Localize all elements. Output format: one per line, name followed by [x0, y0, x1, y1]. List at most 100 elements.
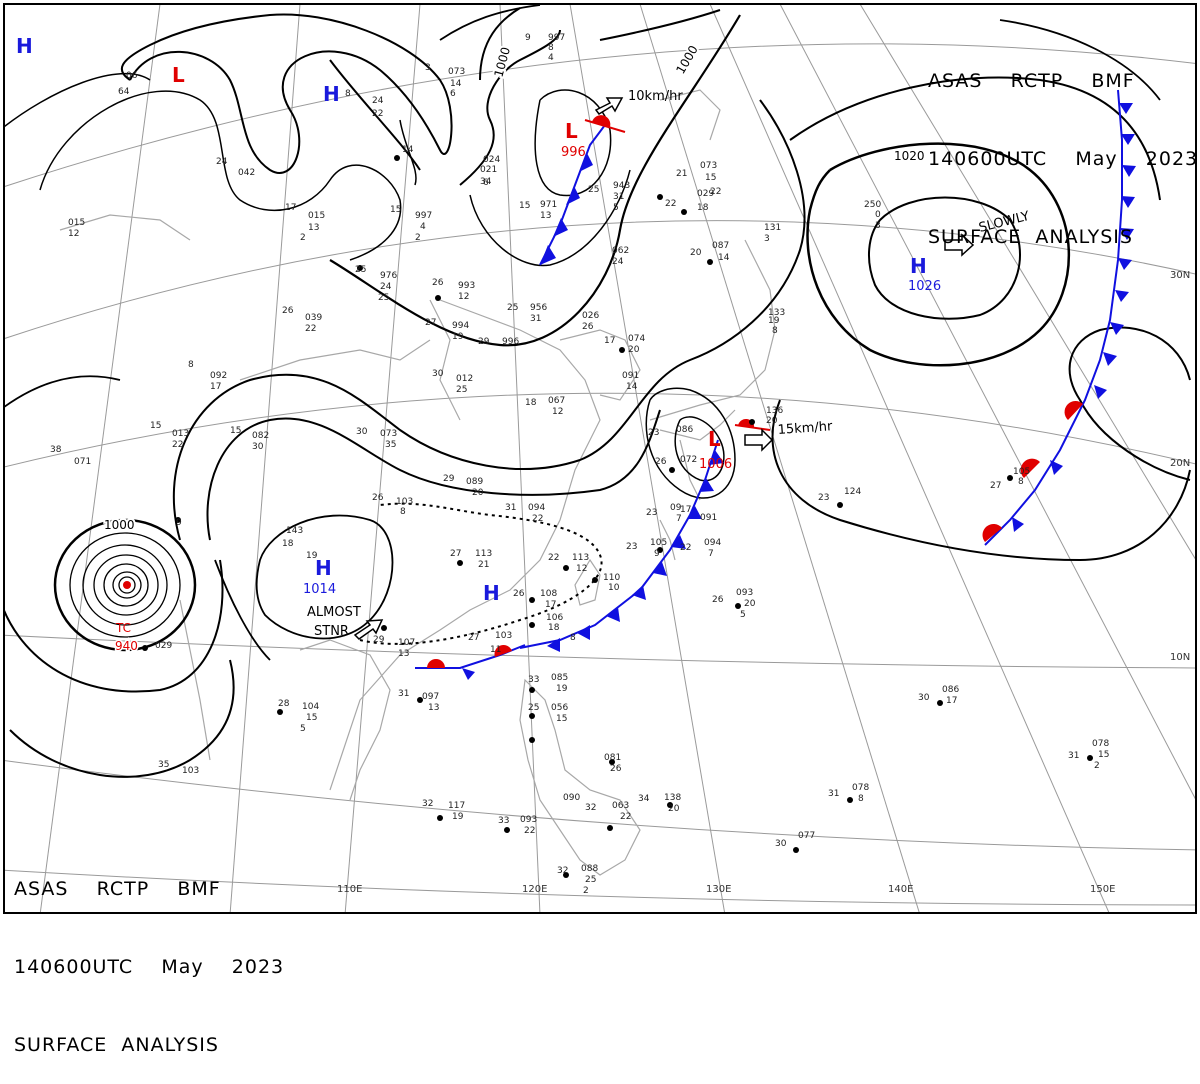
station-value: 22: [372, 109, 383, 119]
station-value: 073: [448, 67, 465, 77]
motion-arrows: [353, 97, 975, 640]
coastlines: [59, 89, 776, 876]
low-pressure-north: 996: [561, 145, 586, 160]
station-value: 094: [704, 538, 721, 548]
station-value: 077: [798, 831, 815, 841]
station-value: 107: [398, 638, 415, 648]
station-value: 30: [252, 442, 264, 452]
station-value: 103: [396, 497, 413, 507]
station-value: 24: [612, 257, 624, 267]
station-value: 091: [622, 371, 639, 381]
station-value: 14: [626, 382, 638, 392]
station-value: 12: [68, 229, 79, 239]
station-value: 094: [528, 503, 545, 513]
station-value: 4: [548, 53, 554, 63]
title-block-bottom: ASAS RCTP BMF 140600UTC May 2023 SURFACE…: [14, 824, 284, 1084]
station-value: 33: [528, 675, 539, 685]
high-pressure-pacific: 1026: [908, 279, 941, 294]
station-value: 8: [188, 360, 194, 370]
station-value: 015: [308, 211, 325, 221]
station-value: 20: [472, 488, 484, 498]
station-value: 8: [400, 507, 406, 517]
station-value: 22: [305, 324, 316, 334]
station-value: 22: [665, 199, 676, 209]
station-value: 093: [520, 815, 537, 825]
station-value: 3: [764, 234, 770, 244]
station-value: 25: [588, 185, 599, 195]
station-value: 21: [676, 169, 687, 179]
station-value: 31: [505, 503, 516, 513]
station-value: 091: [700, 513, 717, 523]
station-value: 029: [155, 641, 172, 651]
station-value: 31: [530, 314, 541, 324]
station-value: 27: [450, 549, 461, 559]
typhoon-center: TC 940: [114, 581, 139, 655]
station-value: 143: [286, 526, 303, 536]
station-value: 15: [230, 426, 241, 436]
station-value: 30: [918, 693, 930, 703]
cold-front-east: [982, 89, 1136, 546]
station-value: 078: [1092, 739, 1109, 749]
trough-line: [359, 502, 603, 645]
station-value: 13: [308, 223, 319, 233]
station-value: 23: [818, 493, 829, 503]
station-value: 31: [398, 689, 409, 699]
station-value: 087: [712, 241, 729, 251]
station-value: 31: [828, 789, 839, 799]
station-value: 082: [252, 431, 269, 441]
station-value: 089: [466, 477, 483, 487]
title-line-agency: ASAS RCTP BMF: [14, 878, 221, 900]
station-value: 13: [540, 211, 551, 221]
station-value: 8: [858, 794, 864, 804]
station-value: 093: [736, 588, 753, 598]
station-value: 6: [483, 178, 489, 188]
station-value: 5: [300, 724, 306, 734]
station-value: 21: [478, 560, 489, 570]
station-value: 250: [864, 200, 881, 210]
lat-label-30n: 30N: [1170, 270, 1190, 281]
station-value: 20: [668, 804, 680, 814]
station-value: 012: [456, 374, 473, 384]
station-value: 0: [875, 210, 881, 220]
lon-label-110e: 110E: [337, 884, 362, 895]
station-value: 15: [705, 173, 716, 183]
station-value: 17: [680, 505, 691, 515]
station-value: 20: [690, 248, 702, 258]
station-value: 26: [582, 322, 594, 332]
station-value: 25: [507, 303, 518, 313]
lon-label-150e: 150E: [1090, 884, 1115, 895]
motion-scs-high-2: STNR: [314, 624, 349, 639]
station-value: 26: [282, 306, 294, 316]
station-value: 073: [700, 161, 717, 171]
low-symbol-japan: L: [708, 427, 721, 451]
station-value: 062: [612, 246, 629, 256]
station-value: 22: [532, 514, 543, 524]
station-value: 18: [697, 203, 709, 213]
high-symbol-far-nw: H: [16, 34, 33, 58]
station-value: 17: [946, 696, 957, 706]
motion-japan-low: 15km/hr: [777, 419, 833, 438]
station-value: 056: [551, 703, 568, 713]
high-pressure-scs: 1014: [303, 582, 336, 597]
station-value: 15: [306, 713, 317, 723]
station-value: 067: [548, 396, 565, 406]
axis-labels: 30N 20N 10N 110E 120E 130E 140E 150E: [337, 270, 1190, 895]
warm-front-north: [584, 115, 626, 133]
station-value: 029: [697, 189, 714, 199]
station-value: 20: [628, 345, 640, 355]
station-values: 06 64 24 22 8 3 073 14 6 9 997 8 4 14 02…: [50, 33, 1109, 896]
station-value: 30: [432, 369, 444, 379]
station-value: 17: [285, 203, 296, 213]
station-value: 9: [654, 549, 660, 559]
station-value: 103: [495, 631, 512, 641]
typhoon-label: TC: [115, 621, 131, 635]
station-value: 103: [182, 766, 199, 776]
station-value: 24: [380, 282, 392, 292]
station-value: 11: [490, 645, 501, 655]
station-value: 14: [402, 145, 414, 155]
station-value: 013: [172, 429, 189, 439]
station-value: 039: [305, 313, 322, 323]
station-value: 10: [608, 583, 620, 593]
station-value: 015: [68, 218, 85, 228]
station-value: 26: [432, 278, 444, 288]
